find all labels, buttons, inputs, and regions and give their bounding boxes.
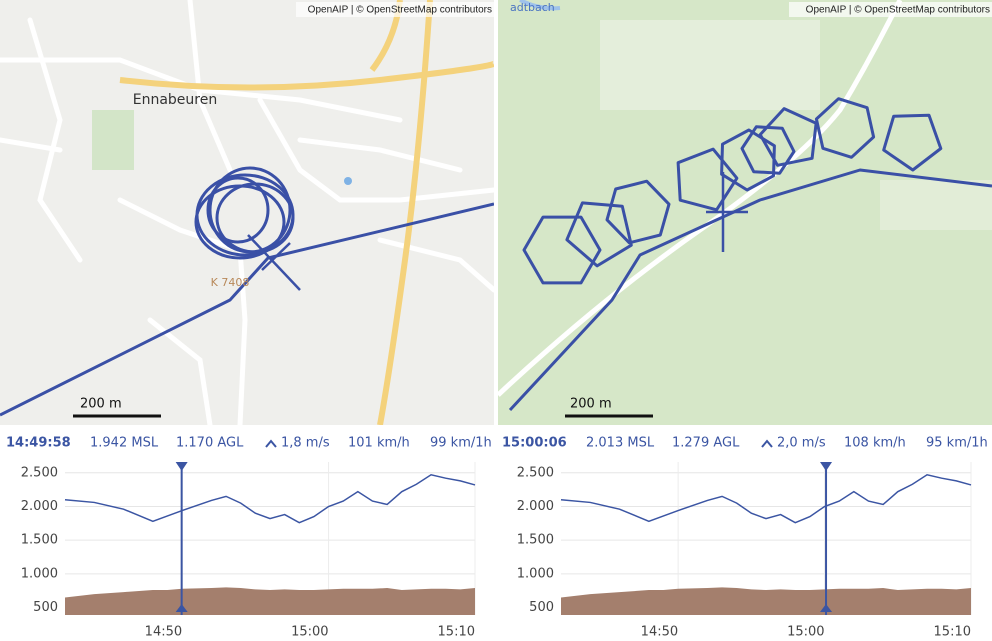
- cursor-handle: [820, 604, 833, 612]
- x-tick-label: 15:10: [934, 625, 971, 640]
- scale-label: 200 m: [80, 397, 122, 412]
- stream-label: adtbach: [510, 1, 555, 14]
- stat-speed: 101 km/h: [348, 436, 410, 451]
- stat-msl: 2.013 MSL: [586, 436, 655, 451]
- glider: [247, 234, 301, 291]
- attribution[interactable]: OpenAIP | © OpenStreetMap contributors: [308, 5, 492, 16]
- x-tick-label: 15:00: [291, 625, 328, 640]
- road-label: K 7408: [211, 276, 250, 289]
- cursor-handle: [175, 604, 188, 612]
- stat-time: 15:00:06: [502, 436, 567, 451]
- panel-0: 14:49:58 1.942 MSL 1.170 AGL 1,8 m/s 101 km/…: [6, 436, 492, 640]
- climb-icon: [761, 439, 773, 448]
- stat-agl: 1.279 AGL: [672, 436, 740, 451]
- road: [498, 0, 903, 397]
- x-tick-label: 15:00: [787, 625, 824, 640]
- attribution-bg: [296, 2, 494, 17]
- thermal-circle: [676, 147, 739, 212]
- y-tick-label: 1.000: [517, 566, 554, 581]
- y-tick-label: 2.000: [517, 499, 554, 514]
- flight-track: [0, 166, 494, 417]
- x-tick-label: 14:50: [641, 625, 678, 640]
- y-tick-label: 500: [33, 600, 58, 615]
- x-tick-label: 15:10: [438, 625, 475, 640]
- stat-wind: 95 km/1h: [926, 436, 988, 451]
- map-right[interactable]: adtbach OpenAIP | © OpenStreetMap contri…: [498, 0, 992, 425]
- altitude-line: [64, 474, 476, 524]
- thermal-circle: [758, 107, 818, 167]
- y-tick-label: 1.500: [517, 533, 554, 548]
- place-label: Ennabeuren: [133, 92, 217, 108]
- glider: [706, 172, 748, 252]
- stream: [519, 0, 561, 11]
- stats-bar: 15:00:06 2.013 MSL 1.279 AGL 2,0 m/s 108 km/…: [502, 436, 988, 451]
- terrain-area: [561, 587, 971, 615]
- y-tick-label: 2.500: [21, 465, 58, 480]
- terrain-area: [65, 587, 475, 615]
- climb-icon: [265, 439, 277, 448]
- flight-track: [508, 97, 992, 412]
- y-tick-label: 1.500: [21, 533, 58, 548]
- map-left[interactable]: Ennabeuren K 7408 OpenAIP | © OpenStreet…: [0, 0, 496, 425]
- attribution-bg: [789, 2, 992, 17]
- y-tick-label: 500: [529, 600, 554, 615]
- thermal-circle: [605, 179, 671, 245]
- altitude-chart: 500 1.000 1.500 2.000 2.500 14:50 15:00 15:10: [517, 462, 972, 640]
- y-tick-label: 2.500: [517, 465, 554, 480]
- stat-climb: 1,8 m/s: [281, 436, 330, 451]
- altitude-chart: 500 1.000 1.500 2.000 2.500 14:50 15:00 15:10: [21, 462, 476, 640]
- panel-1: 15:00:06 2.013 MSL 1.279 AGL 2,0 m/s 108 km/…: [502, 436, 988, 640]
- stat-agl: 1.170 AGL: [176, 436, 244, 451]
- stat-climb: 2,0 m/s: [777, 436, 826, 451]
- cursor-handle: [175, 462, 188, 471]
- cursor-handle: [820, 462, 833, 471]
- attribution[interactable]: OpenAIP | © OpenStreetMap contributors: [806, 5, 990, 16]
- stat-msl: 1.942 MSL: [90, 436, 159, 451]
- thermal-circle: [720, 128, 776, 192]
- thermal-circle: [882, 113, 943, 172]
- roads: [0, 0, 494, 425]
- stats-bar: 14:49:58 1.942 MSL 1.170 AGL 1,8 m/s 101 km/…: [6, 436, 492, 451]
- stat-time: 14:49:58: [6, 436, 71, 451]
- wood-light: [880, 180, 992, 230]
- poi: [344, 177, 352, 185]
- thermal-circle: [814, 97, 876, 159]
- thermal-circle: [740, 125, 796, 175]
- scale-label: 200 m: [570, 397, 612, 412]
- x-tick-label: 14:50: [145, 625, 182, 640]
- stat-wind: 99 km/1h: [430, 436, 492, 451]
- wood-light: [600, 20, 820, 110]
- altitude-line: [560, 474, 972, 524]
- thermal-circle: [565, 201, 633, 268]
- stat-speed: 108 km/h: [844, 436, 906, 451]
- park: [92, 110, 134, 170]
- thermal-circle: [522, 215, 602, 285]
- y-tick-label: 2.000: [21, 499, 58, 514]
- y-tick-label: 1.000: [21, 566, 58, 581]
- map-bg: [0, 0, 494, 425]
